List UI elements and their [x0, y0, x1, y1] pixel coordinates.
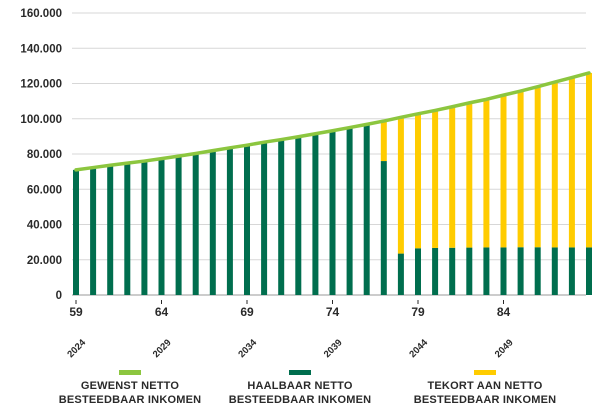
achievable-income-bar [73, 169, 79, 295]
legend-item-desired: GEWENST NETTO BESTEEDBAAR INKOMEN [50, 370, 210, 407]
achievable-income-bar [312, 134, 319, 295]
legend-label-achievable: HAALBAAR NETTO BESTEEDBAAR INKOMEN [228, 380, 372, 406]
achievable-income-bar [158, 159, 165, 295]
shortfall-bar [432, 110, 439, 248]
year-tick-label: 2044 [407, 337, 430, 360]
y-axis-labels: 0 20.000 40.000 60.000 80.000 100.000 120.000 1… [20, 8, 62, 302]
y-tick-label: 40.000 [27, 220, 62, 232]
x-axis: 59 64 69 74 79 84 2024 2029 2034 2039 2044 2049 [65, 300, 516, 360]
legend-swatch-achievable [289, 370, 311, 375]
y-tick-label: 100.000 [20, 114, 62, 126]
age-tick-label: 64 [155, 305, 169, 319]
achievable-income-bar [415, 248, 421, 295]
achievable-income-bar [363, 124, 370, 296]
achievable-income-bar [397, 253, 404, 295]
shortfall-bar [586, 72, 592, 248]
achievable-income-bar [141, 161, 148, 295]
achievable-income-bar [175, 156, 182, 295]
shortfall-bar [551, 82, 558, 248]
shortfall-bar [500, 95, 507, 248]
achievable-income-bar [483, 247, 490, 295]
age-tick-label: 69 [240, 305, 254, 319]
shortfall-bar [517, 91, 524, 248]
legend-swatch-desired [119, 370, 141, 375]
achievable-income-bar [346, 127, 353, 295]
achievable-income-bar [551, 247, 558, 295]
desired-income-line-group [74, 71, 591, 172]
age-tick-label: 74 [326, 305, 340, 319]
y-tick-label: 20.000 [27, 255, 62, 267]
year-tick-label: 2034 [236, 337, 259, 360]
achievable-income-bar [192, 154, 199, 295]
legend-label-desired: GEWENST NETTO BESTEEDBAAR INKOMEN [58, 380, 202, 406]
shortfall-bar [483, 99, 490, 248]
y-tick-label: 60.000 [27, 184, 62, 196]
shortfall-bar [534, 86, 541, 248]
achievable-income-bar [209, 151, 216, 295]
legend-item-shortfall: TEKORT AAN NETTO BESTEEDBAAR INKOMEN [405, 370, 565, 407]
achievable-income-bar [380, 161, 387, 295]
age-tick-label: 79 [411, 305, 425, 319]
achievable-income-bar [295, 137, 302, 295]
age-tick-label: 59 [69, 305, 83, 319]
year-tick-label: 2024 [65, 337, 88, 360]
legend-swatch-shortfall [474, 370, 496, 375]
shortfall-bar [449, 106, 456, 248]
achievable-income-bar [500, 247, 507, 295]
y-tick-label: 120.000 [20, 79, 62, 91]
y-tick-label: 0 [56, 290, 62, 302]
shortfall-bar [415, 113, 421, 249]
achievable-income-bar [107, 166, 114, 295]
achievable-income-bar [226, 148, 233, 295]
income-chart: 0 20.000 40.000 60.000 80.000 100.000 120.000 1… [20, 8, 592, 360]
achievable-income-bar [466, 247, 473, 295]
achievable-income-bar [517, 247, 524, 295]
shortfall-bar [380, 121, 387, 162]
achievable-income-bar [90, 168, 97, 295]
shortfall-bar [466, 102, 473, 248]
achievable-income-bar [278, 140, 285, 295]
achievable-income-bar [449, 247, 456, 295]
bars [73, 72, 592, 296]
year-tick-label: 2049 [493, 337, 516, 360]
y-tick-label: 140.000 [20, 43, 62, 55]
desired-income-line [74, 71, 591, 172]
year-tick-label: 2029 [151, 337, 174, 360]
achievable-income-bar [586, 247, 592, 295]
y-tick-label: 160.000 [20, 8, 62, 20]
achievable-income-bar [124, 163, 131, 295]
achievable-income-bar [534, 247, 541, 295]
gridlines [72, 12, 586, 296]
achievable-income-bar [329, 131, 336, 295]
achievable-income-bar [261, 143, 268, 295]
legend: GEWENST NETTO BESTEEDBAAR INKOMEN HAALBA… [0, 370, 600, 417]
achievable-income-bar [244, 145, 250, 295]
year-tick-label: 2039 [322, 337, 345, 360]
legend-label-shortfall: TEKORT AAN NETTO BESTEEDBAAR INKOMEN [413, 380, 557, 406]
legend-item-achievable: HAALBAAR NETTO BESTEEDBAAR INKOMEN [220, 370, 380, 407]
y-tick-label: 80.000 [27, 149, 62, 161]
age-tick-label: 84 [497, 305, 511, 319]
shortfall-bar [568, 77, 575, 248]
achievable-income-bar [568, 247, 575, 295]
shortfall-bar [397, 117, 404, 254]
achievable-income-bar [432, 247, 439, 295]
